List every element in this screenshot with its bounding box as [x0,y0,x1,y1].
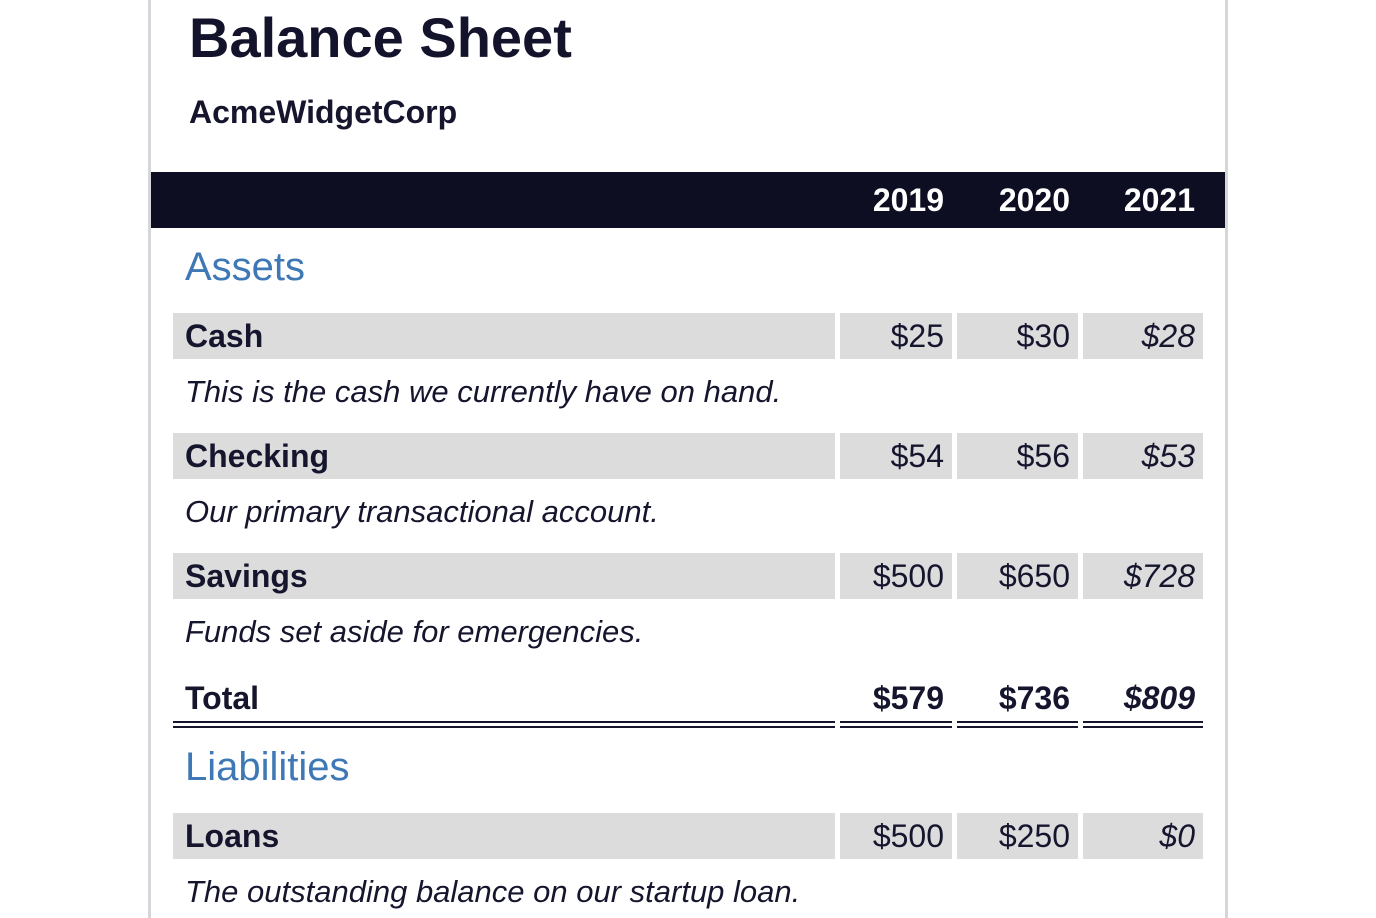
cell-2021: $28 [1083,313,1203,359]
cell-2020: $30 [957,313,1078,359]
section-heading-assets: Assets [185,245,306,289]
row-label: Cash [173,313,835,359]
cell-2019: $25 [840,313,952,359]
cell-2021: $0 [1083,813,1203,859]
row-label: Loans [173,813,835,859]
total-2021: $809 [1083,675,1203,728]
table-row-savings: Savings $500 $650 $728 [173,553,1203,599]
balance-table: Assets Cash $25 $30 $28 This is the cash… [173,247,1203,907]
table-row-assets-total: Total $579 $736 $809 [173,675,1203,728]
cell-2019: $500 [840,553,952,599]
table-row-checking: Checking $54 $56 $53 [173,433,1203,479]
year-header-row: 2019 2020 2021 [151,172,1225,228]
total-2020: $736 [957,675,1078,728]
cell-2020: $250 [957,813,1078,859]
cell-2020: $56 [957,433,1078,479]
cell-2019: $54 [840,433,952,479]
year-column-2020: 2020 [998,182,1070,218]
year-column-2019: 2019 [872,182,944,218]
cell-2021: $728 [1083,553,1203,599]
page-title: Balance Sheet [189,6,572,69]
total-label: Total [173,675,835,728]
row-description-savings: Funds set aside for emergencies. [185,614,644,649]
cell-2020: $650 [957,553,1078,599]
table-row-cash: Cash $25 $30 $28 [173,313,1203,359]
row-description-checking: Our primary transactional account. [185,494,659,529]
year-column-2021: 2021 [1123,182,1195,218]
document-header: Balance Sheet AcmeWidgetCorp [151,0,1225,130]
cell-2019: $500 [840,813,952,859]
balance-sheet-page: Balance Sheet AcmeWidgetCorp 2019 2020 2… [148,0,1228,918]
section-heading-liabilities: Liabilities [185,745,350,789]
row-label: Checking [173,433,835,479]
table-row-loans: Loans $500 $250 $0 [173,813,1203,859]
row-description-loans: The outstanding balance on our startup l… [185,874,801,909]
row-label: Savings [173,553,835,599]
company-name: AcmeWidgetCorp [189,94,458,130]
row-description-cash: This is the cash we currently have on ha… [185,374,782,409]
total-2019: $579 [840,675,952,728]
cell-2021: $53 [1083,433,1203,479]
